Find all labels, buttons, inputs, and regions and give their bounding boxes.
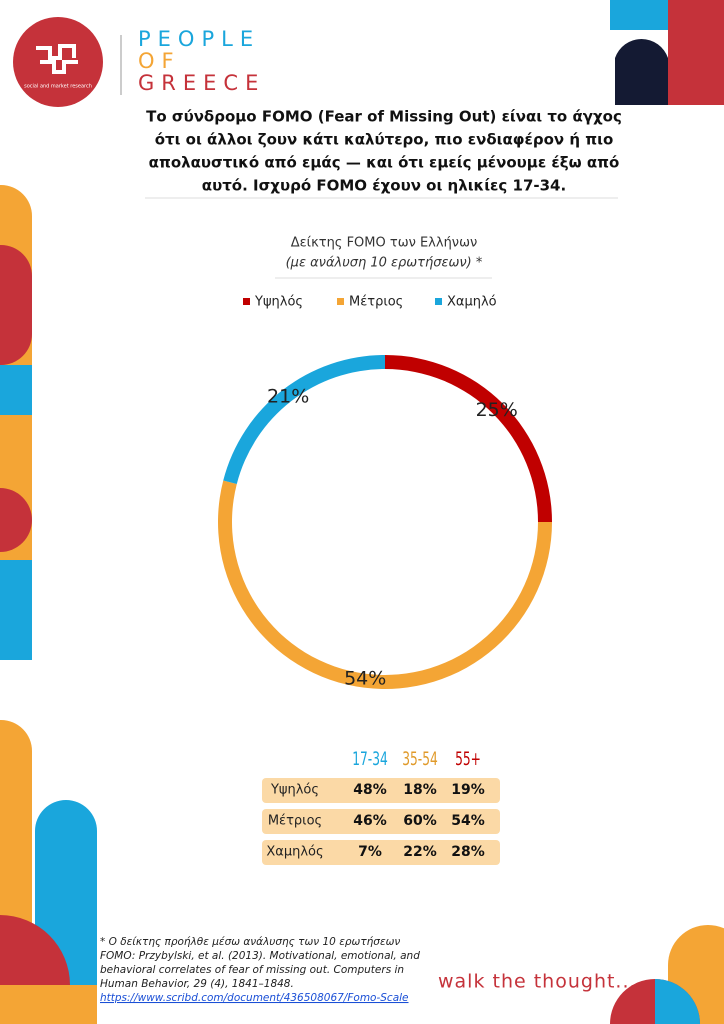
row-label: Μέτριος xyxy=(268,814,322,829)
brand-line: PEOPLE xyxy=(138,27,260,51)
footnote-line: Human Behavior, 29 (4), 1841–1848. xyxy=(100,978,294,990)
reference-link[interactable]: https://www.scribd.com/document/43650806… xyxy=(100,992,409,1004)
row-label: Υψηλός xyxy=(270,783,319,798)
table-row-bg xyxy=(262,809,500,834)
tagline: walk the thought... xyxy=(438,971,637,993)
intro-line: Το σύνδρομο FOMO (Fear of Missing Out) ε… xyxy=(146,108,622,126)
donut-segment xyxy=(385,355,552,522)
footnote-line: * Ο δείκτης προήλθε μέσω ανάλυσης των 10… xyxy=(100,936,400,948)
table-row-bg xyxy=(262,840,500,865)
chart-subtitle: (με ανάλυση 10 ερωτήσεων) * xyxy=(286,256,483,271)
intro-line: αυτό. Ισχυρό FOMO έχουν οι ηλικίες 17-34… xyxy=(202,177,566,195)
row-label: Χαμηλός xyxy=(266,845,323,860)
data-label: 21% xyxy=(267,386,309,408)
column-header: 35-54 xyxy=(402,748,438,770)
data-label: 25% xyxy=(476,399,518,421)
table-cell: 46% xyxy=(353,813,387,829)
legend-swatch xyxy=(243,298,250,305)
table-cell: 7% xyxy=(358,844,382,860)
table-cell: 28% xyxy=(451,844,485,860)
data-label: 54% xyxy=(344,667,386,689)
table-cell: 22% xyxy=(403,844,437,860)
column-header: 55+ xyxy=(455,748,481,770)
legend-label: Υψηλός xyxy=(254,295,303,310)
reference-link-text[interactable]: https://www.scribd.com/document/43650806… xyxy=(100,992,409,1004)
brand-line: OF xyxy=(138,49,181,73)
column-header: 17-34 xyxy=(352,748,388,770)
logo-text: social and market research xyxy=(24,84,92,90)
donut-segment xyxy=(218,480,553,689)
legend-swatch xyxy=(435,298,442,305)
brand-line: GREECE xyxy=(138,71,265,95)
legend-label: Χαμηλό xyxy=(447,295,497,310)
legend-label: Μέτριος xyxy=(349,295,403,310)
donut-segment xyxy=(223,355,385,484)
footnote-line: behavioral correlates of fear of missing… xyxy=(100,964,404,976)
chart-title: Δείκτης FOMO των Ελλήνων xyxy=(291,236,477,251)
intro-line: απολαυστικό από εμάς — και ότι εμείς μέν… xyxy=(149,154,620,172)
table-cell: 48% xyxy=(353,782,387,798)
footnote-line: FOMO: Przybylski, et al. (2013). Motivat… xyxy=(100,950,420,962)
table-row-bg xyxy=(262,778,500,803)
intro-line: ότι οι άλλοι ζουν κάτι καλύτερο, πιο ενδ… xyxy=(155,131,614,149)
legend-swatch xyxy=(337,298,344,305)
logo: social and market research xyxy=(13,17,122,107)
table-cell: 54% xyxy=(451,813,485,829)
table-cell: 18% xyxy=(403,782,437,798)
table-cell: 60% xyxy=(403,813,437,829)
table-cell: 19% xyxy=(451,782,485,798)
